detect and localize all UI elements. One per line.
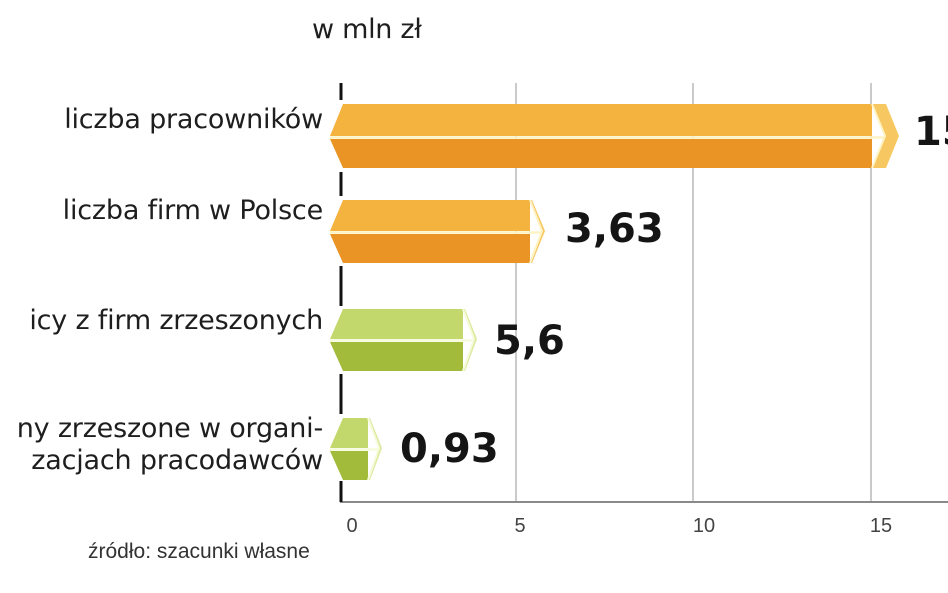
x-tick-10: 10 [692, 515, 716, 537]
x-tick-5: 5 [514, 515, 526, 537]
x-tick-0: 0 [346, 515, 358, 537]
category-label-firm: liczba firm w Polsce [62, 195, 324, 226]
value-label-firmy-zrzeszone: 0,93 [400, 426, 499, 472]
source-note: źródło: szacunki własne [88, 540, 310, 563]
unit-label: w mln zł [312, 14, 422, 45]
category-label-pracownikow: liczba pracowników [64, 104, 323, 135]
bar-firmy-zrzeszone [330, 417, 382, 481]
bar-liczba-firm [330, 199, 545, 264]
bar-pracownicy-zrzeszonych [330, 308, 477, 372]
value-label-firm: 3,63 [565, 206, 664, 252]
value-label-pracownicy-zrzeszonych: 5,6 [494, 318, 565, 364]
bar-liczba-pracownikow [330, 103, 899, 169]
category-label-firmy-zrzeszone-line2: zacjach pracodawców [31, 445, 323, 476]
value-label-pracownikow: 15 [914, 109, 948, 155]
x-tick-15: 15 [869, 515, 893, 537]
category-label-pracownicy-zrzeszonych: icy z firm zrzeszonych [29, 305, 323, 336]
category-label-firmy-zrzeszone-line1: ny zrzeszone w organi- [16, 413, 323, 444]
